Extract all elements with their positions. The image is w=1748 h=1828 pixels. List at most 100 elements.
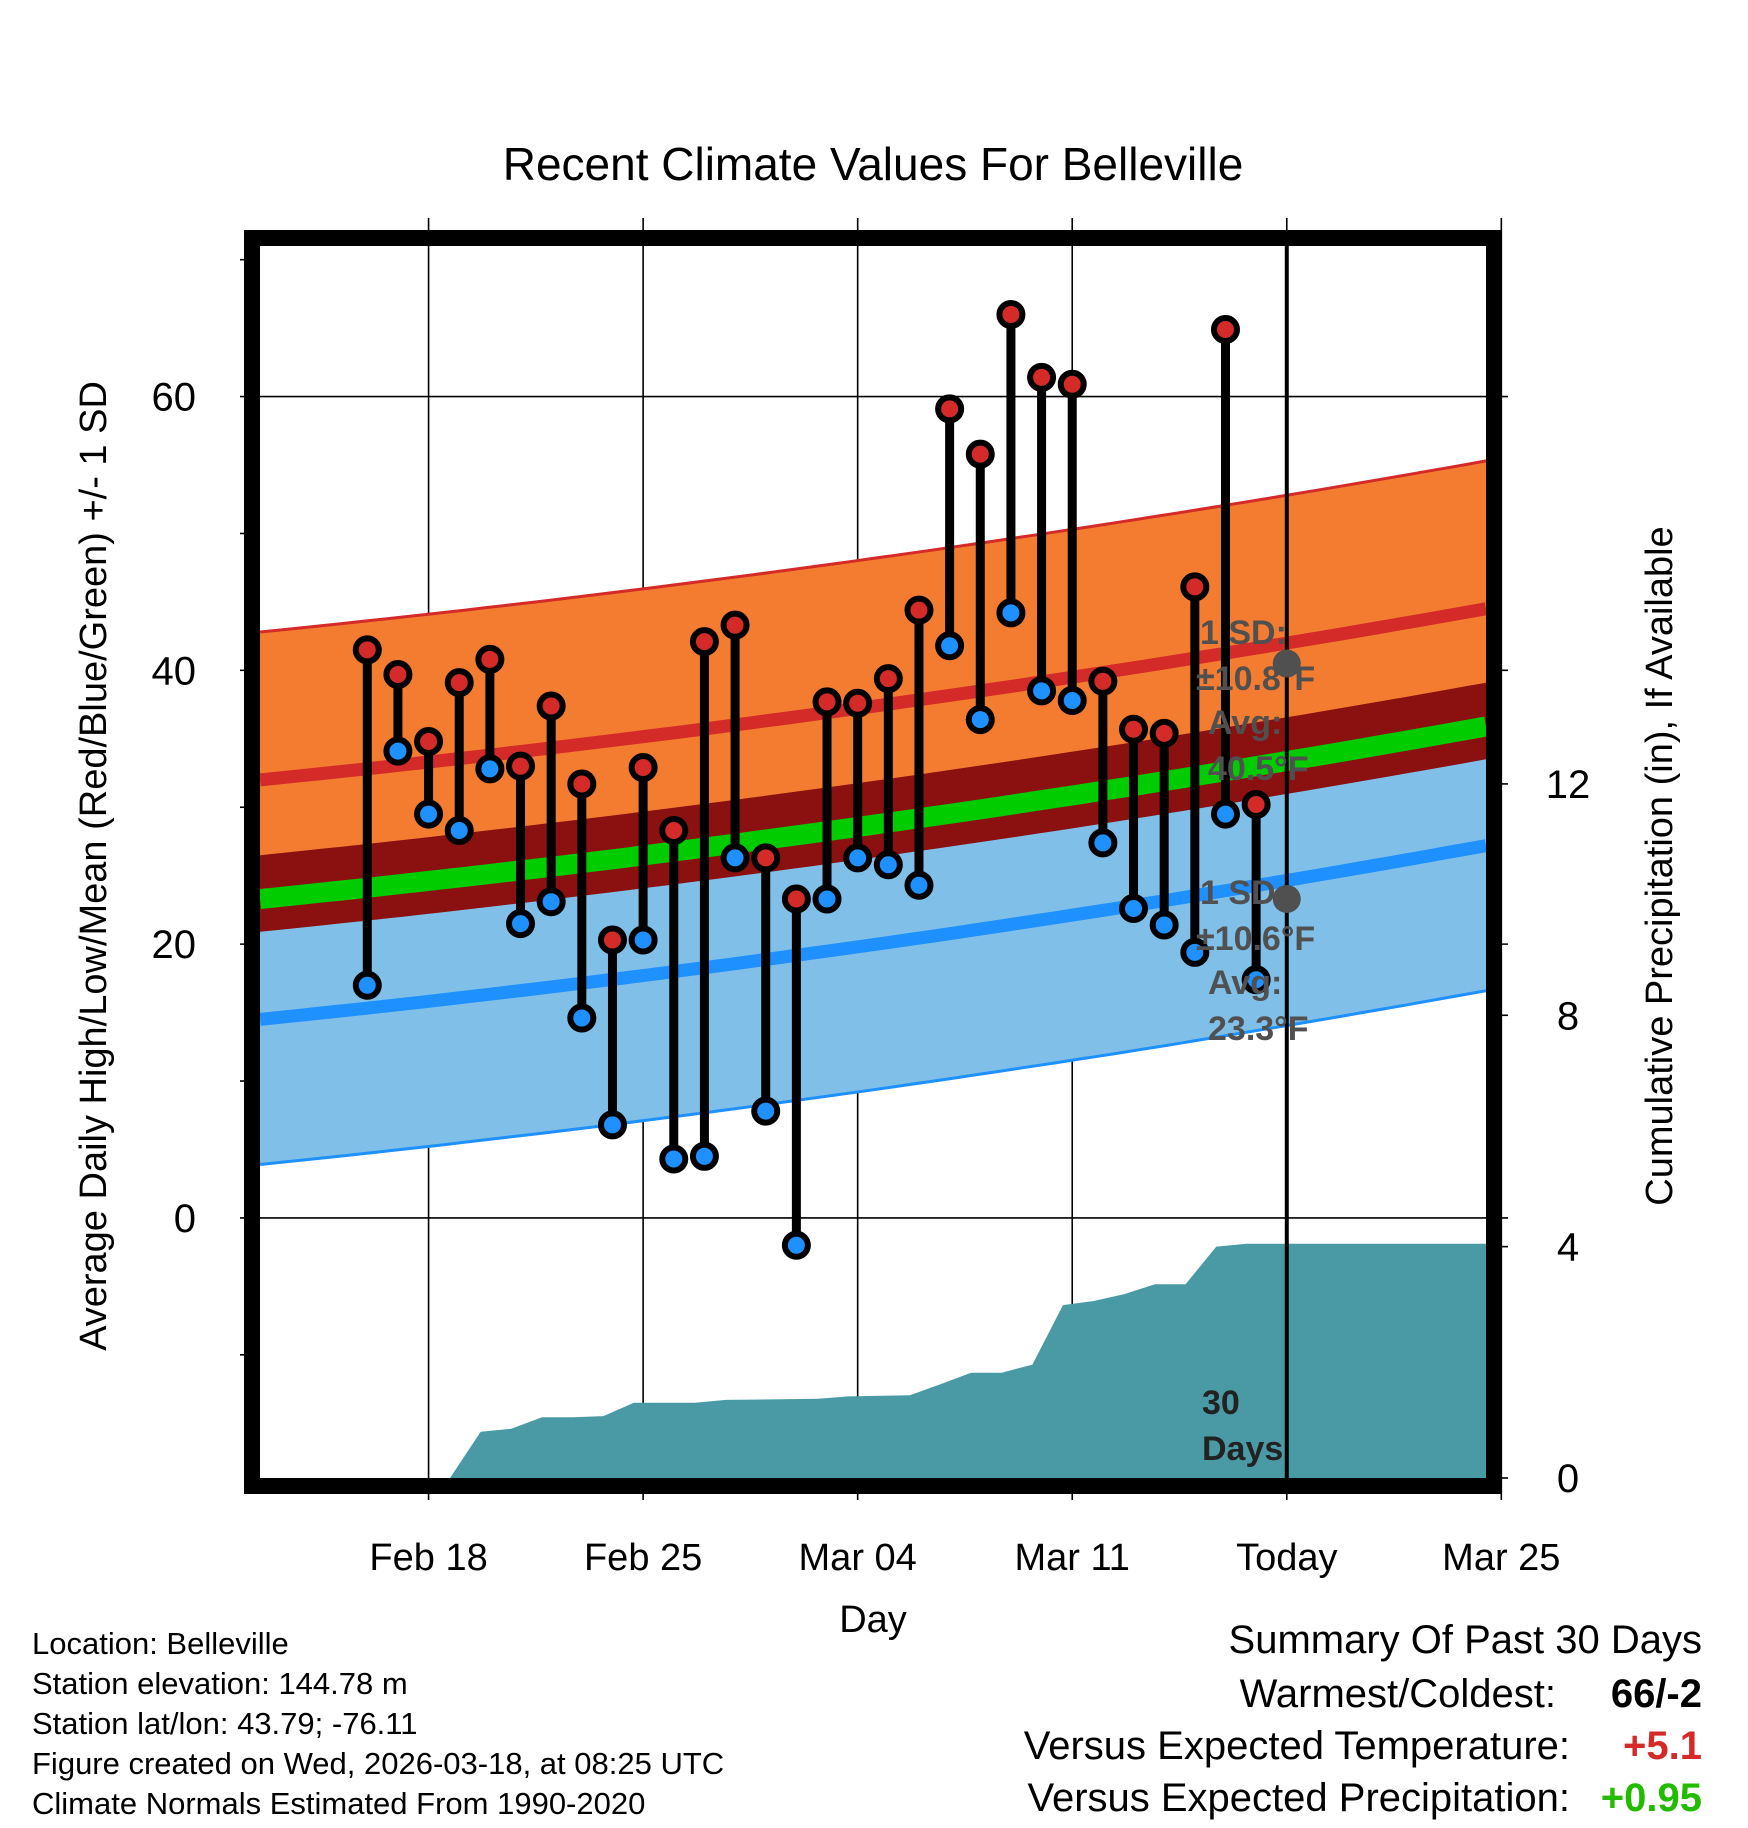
low-sd-lower-edge: [260, 989, 1486, 1166]
low-sd-band: [260, 700, 1486, 1165]
observed-low-point: [1088, 828, 1118, 858]
observed-high-point: [1088, 666, 1118, 696]
temp-value: +5.1: [1623, 1724, 1702, 1768]
low-avg-marker: [1272, 884, 1301, 913]
observed-high-point: [1119, 714, 1149, 744]
observed-low-point: [1149, 910, 1179, 940]
high-sd-band: [260, 460, 1486, 928]
normal-bands: [260, 459, 1486, 1166]
observed-high-point: [444, 668, 474, 698]
high-avg-label: Avg:: [1208, 704, 1282, 742]
observed-low-point: [1027, 676, 1057, 706]
x-tick-label: Mar 04: [799, 1537, 917, 1579]
observed-low-point: [475, 754, 505, 784]
observed-low-point: [444, 816, 474, 846]
days-number: 30: [1202, 1384, 1240, 1422]
observed-high-point: [904, 595, 934, 625]
observed-high-point: [720, 610, 750, 640]
high-sd-label: 1 SD:: [1200, 614, 1287, 652]
precip-layer: [260, 1243, 1486, 1478]
y-tick-label-right: 0: [1557, 1457, 1579, 1501]
plot-frame: [244, 230, 1502, 1494]
observed-high-point: [1027, 362, 1057, 392]
observed-low-point: [567, 1003, 597, 1033]
observed-high-point: [781, 884, 811, 914]
low-sd-label: 1 SD:: [1200, 874, 1287, 912]
y-tick-label-left: 0: [174, 1197, 196, 1241]
high-avg-value: 40.5°F: [1208, 750, 1309, 788]
x-tick-label: Mar 25: [1442, 1537, 1560, 1579]
observed-low-point: [935, 631, 965, 661]
normal-low-line: [260, 839, 1486, 1026]
high-avg-marker: [1272, 649, 1301, 678]
observed-high-point: [536, 691, 566, 721]
observed-low-point: [383, 736, 413, 766]
observed-high-point: [996, 299, 1026, 329]
observed-temperatures: [352, 299, 1271, 1260]
created-text: Figure created on Wed, 2026-03-18, at 08…: [32, 1746, 725, 1781]
observed-low-point: [536, 887, 566, 917]
observed-high-point: [812, 687, 842, 717]
axes: Feb 18 Feb 25 Mar 04 Mar 11 Today Mar 2502040…: [152, 230, 1591, 1579]
y-tick-label-right: 8: [1557, 994, 1579, 1038]
precip-label: Versus Expected Precipitation:: [1027, 1776, 1570, 1820]
observed-low-point: [812, 884, 842, 914]
low-avg-label: Avg:: [1208, 964, 1282, 1002]
observed-high-point: [873, 664, 903, 694]
y-tick-label-right: 12: [1546, 763, 1591, 807]
elevation-text: Station elevation: 144.78 m: [32, 1666, 408, 1701]
x-tick-label: Mar 11: [1014, 1537, 1129, 1579]
days-word: Days: [1202, 1430, 1283, 1468]
latlon-text: Station lat/lon: 43.79; -76.11: [32, 1706, 418, 1741]
annotations: 1 SD: ±10.8°F Avg: 40.5°F 1 SD: ±10.6°F …: [1196, 614, 1315, 1468]
normal-mean-line: [260, 716, 1486, 909]
station-info: Location: Belleville Station elevation: …: [32, 1624, 724, 1824]
x-tick-label: Today: [1236, 1537, 1337, 1579]
observed-low-point: [352, 970, 382, 1000]
observed-high-point: [689, 627, 719, 657]
observed-low-point: [597, 1110, 627, 1140]
observed-high-point: [628, 753, 658, 783]
observed-high-point: [965, 439, 995, 469]
observed-low-point: [414, 799, 444, 829]
y-tick-label-left: 60: [152, 376, 197, 420]
precip-value: +0.95: [1600, 1776, 1702, 1820]
high-sd-value: ±10.8°F: [1196, 660, 1315, 698]
observed-low-point: [1057, 685, 1087, 715]
observed-low-point: [659, 1144, 689, 1174]
observed-high-point: [414, 727, 444, 757]
warmest-label: Warmest/Coldest:: [1239, 1672, 1556, 1716]
observed-low-point: [628, 925, 658, 955]
observed-low-point: [506, 909, 536, 939]
observed-high-point: [1057, 369, 1087, 399]
observed-low-point: [1119, 894, 1149, 924]
observed-high-point: [659, 816, 689, 846]
observed-low-point: [720, 843, 750, 873]
observed-high-point: [506, 751, 536, 781]
x-axis-label: Day: [839, 1599, 907, 1641]
observed-low-point: [1210, 799, 1240, 829]
observed-low-point: [781, 1230, 811, 1260]
y-tick-label-left: 40: [152, 649, 197, 693]
observed-low-point: [689, 1141, 719, 1171]
observed-high-point: [567, 769, 597, 799]
observed-high-point: [1241, 790, 1271, 820]
observed-high-point: [1210, 315, 1240, 345]
observed-high-point: [383, 659, 413, 689]
observed-high-point: [843, 688, 873, 718]
low-avg-value: 23.3°F: [1208, 1010, 1309, 1048]
low-sd-value: ±10.6°F: [1196, 920, 1315, 958]
x-tick-label: Feb 25: [584, 1537, 702, 1579]
observed-high-point: [475, 644, 505, 674]
observed-high-point: [751, 843, 781, 873]
summary-title: Summary Of Past 30 Days: [1228, 1618, 1702, 1662]
observed-low-point: [904, 870, 934, 900]
observed-high-point: [935, 394, 965, 424]
x-tick-label: Feb 18: [369, 1537, 487, 1579]
normal-high-line: [260, 602, 1486, 787]
observed-low-point: [996, 598, 1026, 628]
observed-low-point: [1241, 965, 1271, 995]
normals-text: Climate Normals Estimated From 1990-2020: [32, 1786, 646, 1821]
y-axis-label-right: Cumulative Precipitation (in), If Availa…: [1639, 526, 1681, 1205]
